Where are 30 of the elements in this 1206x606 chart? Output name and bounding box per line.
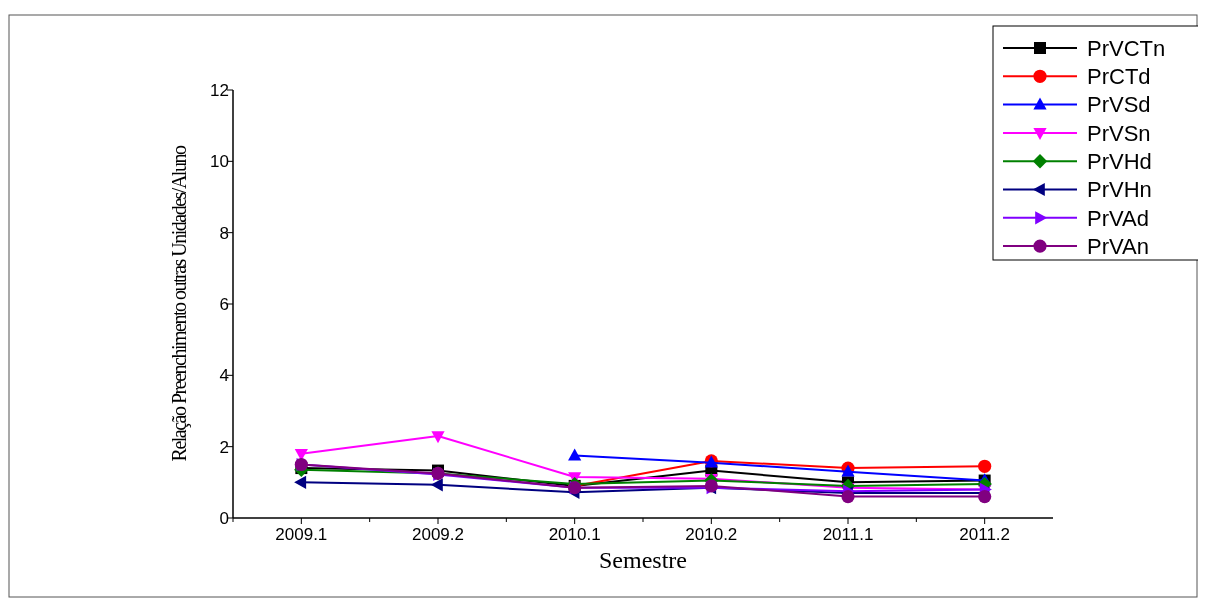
legend-label: PrVHn	[1087, 177, 1152, 203]
legend-label: PrVAn	[1087, 233, 1149, 259]
point	[294, 475, 307, 489]
x-tick-label: 2009.1	[275, 525, 328, 544]
x-tick-label: 2010.2	[685, 525, 738, 544]
y-tick-label: 8	[219, 223, 229, 243]
y-tick-label: 4	[219, 366, 229, 386]
x-tick-label: 2009.2	[412, 525, 464, 544]
point	[568, 448, 582, 461]
y-tick-label: 12	[210, 80, 229, 100]
point	[978, 459, 992, 473]
legend-label: PrCTd	[1087, 64, 1151, 89]
x-axis-title: Semestre	[599, 547, 687, 573]
point	[978, 490, 992, 504]
legend-label: PrVHd	[1087, 148, 1152, 174]
x-tick-label: 2011.1	[822, 525, 874, 544]
y-tick-label: 2	[219, 437, 229, 457]
y-tick-label: 0	[219, 508, 229, 528]
x-tick-label: 2011.2	[959, 525, 1011, 544]
y-tick-label: 6	[219, 294, 229, 314]
y-tick-label: 10	[210, 152, 229, 172]
legend-label: PrVSd	[1087, 92, 1151, 118]
legend-label: PrVCTn	[1087, 35, 1166, 61]
point	[294, 449, 308, 461]
point	[430, 478, 443, 492]
legend-label: PrVAd	[1087, 205, 1149, 231]
point	[431, 431, 445, 444]
x-tick-label: 2010.1	[548, 525, 601, 544]
y-axis-title: Relação Preenchimento outras Unidades/Aluno	[168, 145, 191, 462]
legend-label: PrVSn	[1087, 120, 1151, 146]
